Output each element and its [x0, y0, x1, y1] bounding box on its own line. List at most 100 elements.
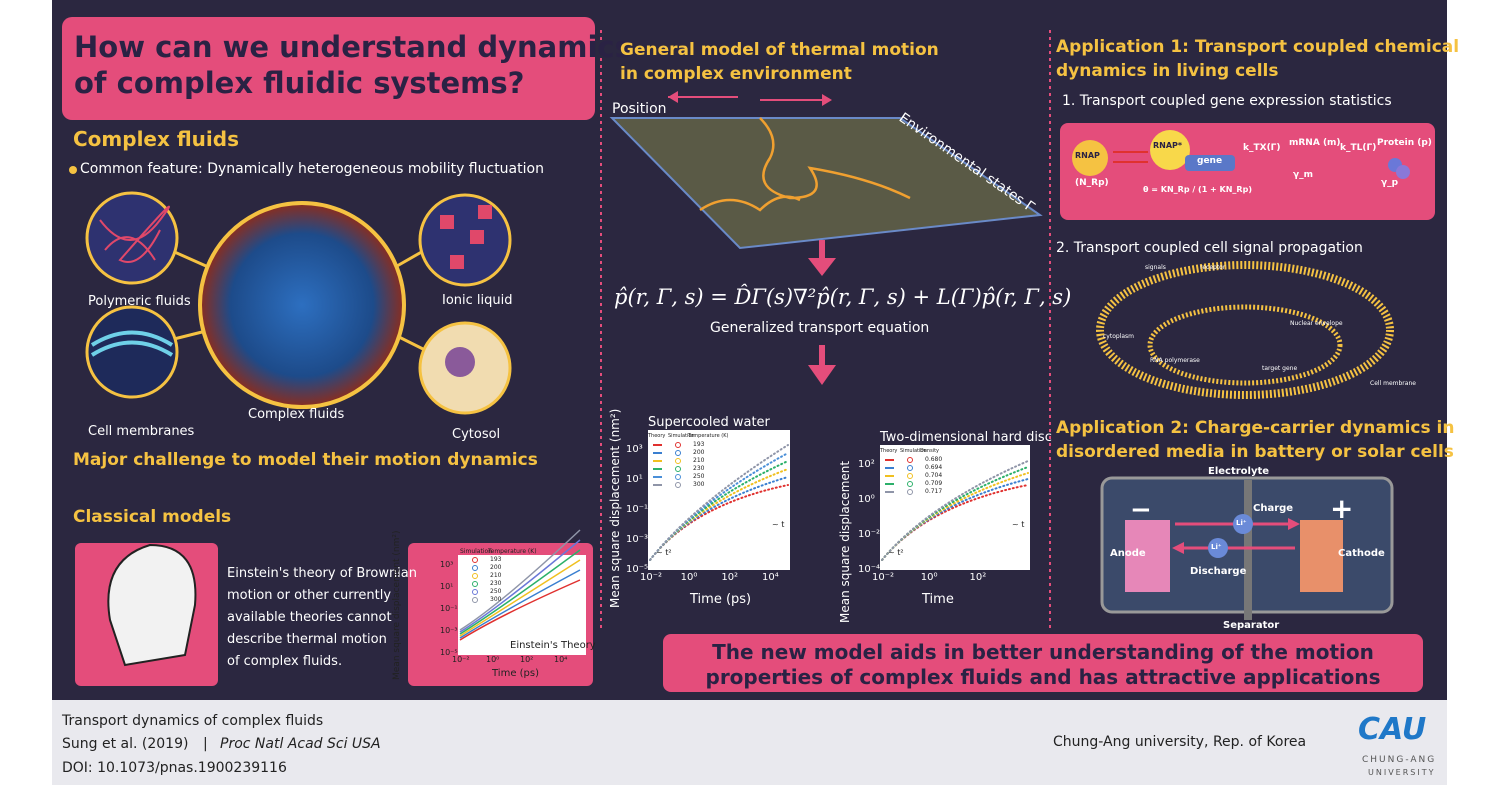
legend-header: Temperature (K)	[488, 548, 537, 555]
curve	[459, 529, 581, 631]
legend-label: 200	[490, 564, 502, 571]
legend-marker	[472, 589, 478, 595]
curve	[459, 549, 581, 635]
x-tick-label: 10⁻²	[452, 655, 470, 664]
legend-label: 200	[693, 449, 705, 456]
logo-text: CHUNG-ANG	[1362, 755, 1437, 765]
footer-text: Proc Natl Acad Sci USA	[220, 736, 381, 752]
plot-area	[880, 445, 1030, 570]
complex-fluid-image	[198, 201, 406, 409]
equation-label: Generalized transport equation	[710, 320, 930, 336]
battery-label: Charge	[1253, 503, 1294, 514]
curve	[881, 460, 1029, 561]
fluid-label: Polymeric fluids	[88, 294, 191, 309]
body-text: motion or other currently	[227, 588, 392, 603]
legend-marker	[907, 465, 913, 471]
y-tick-label: 10¹	[440, 582, 454, 591]
diagram-label: (N_Rp)	[1075, 178, 1109, 188]
cell-membrane	[1096, 261, 1394, 399]
legend-marker	[675, 466, 681, 472]
bullet	[69, 166, 77, 174]
legend-label: 250	[693, 473, 705, 480]
diagram-label: mRNA (m)	[1289, 138, 1341, 148]
x-tick-label: 10⁰	[680, 572, 698, 583]
battery-label: −	[1130, 495, 1152, 525]
cathode	[1300, 520, 1343, 592]
legend-marker	[675, 450, 681, 456]
legend-header: Simulation	[900, 448, 927, 454]
y-tick-label: 10⁰	[858, 494, 875, 505]
y-axis-label: Mean square displacement (nm²)	[392, 530, 402, 680]
legend-header: Theory	[880, 448, 898, 454]
title: How can we understand dynamics	[74, 30, 632, 64]
cell-label: cytoplasm	[1103, 333, 1134, 340]
x-tick-label: 10⁰	[486, 655, 500, 664]
logo: CAU	[1358, 712, 1427, 747]
cell-label: receptor	[1200, 264, 1226, 271]
legend-header: Temperature (K)	[688, 433, 729, 439]
section-heading: Classical models	[73, 507, 232, 527]
diagram-label: gene	[1197, 156, 1223, 166]
legend-label: 0.709	[925, 480, 943, 487]
cell-label: Cell membrane	[1370, 380, 1416, 387]
battery-label: Cathode	[1338, 548, 1385, 559]
plot-title: Two-dimensional hard disc	[880, 430, 1052, 445]
banner-text: properties of complex fluids and has att…	[705, 665, 1381, 689]
battery-label: Anode	[1110, 548, 1146, 559]
diagram-label: k_TL(Γ)	[1340, 143, 1377, 153]
footer-text: Sung et al. (2019)	[62, 736, 189, 752]
fluid-label: Ionic liquid	[442, 293, 513, 308]
legend-label: 250	[490, 588, 502, 595]
x-axis-label: Time	[922, 592, 954, 607]
battery-label: Li⁺	[1211, 543, 1222, 551]
y-axis-label: Mean square displacement	[838, 460, 852, 623]
battery-label: Li⁺	[1236, 519, 1247, 527]
curve	[649, 444, 789, 561]
equation: p̂(r, Γ, s) = D̂Γ(s)∇²p̂(r, Γ, s) + L(Γ)…	[614, 285, 1072, 309]
body-text: describe thermal motion	[227, 632, 387, 647]
section-heading: General model of thermal motion	[620, 40, 939, 60]
cell-label: RNA polymerase	[1150, 357, 1200, 364]
x-tick-label: 10⁻²	[872, 572, 895, 583]
legend-marker	[907, 489, 913, 495]
rnap	[1072, 140, 1108, 176]
legend-label: 0.680	[925, 456, 943, 463]
legend-label: 210	[693, 457, 705, 464]
footer	[52, 700, 1447, 785]
section-heading: Application 2: Charge-carrier dynamics i…	[1056, 418, 1455, 438]
body-text: available theories cannot	[227, 610, 392, 625]
section-heading: Major challenge to model their motion dy…	[73, 450, 538, 470]
curve	[459, 539, 581, 633]
legend-marker	[907, 481, 913, 487]
banner-box	[663, 634, 1423, 692]
battery-label: Discharge	[1190, 566, 1247, 577]
y-tick-label: 10⁻¹	[626, 504, 649, 515]
legend-label: 300	[490, 596, 502, 603]
y-tick-label: 10⁻²	[858, 529, 881, 540]
y-tick-label: 10¹	[626, 474, 643, 485]
y-tick-label: 10⁻³	[626, 534, 649, 545]
title: of complex fluidic systems?	[74, 66, 525, 100]
legend-marker	[472, 573, 478, 579]
plot-area	[648, 430, 790, 570]
x-axis-label: Time (ps)	[492, 668, 540, 679]
legend-label: 230	[693, 465, 705, 472]
motion-arrows	[668, 96, 830, 101]
legend-label: 0.704	[925, 472, 943, 479]
plot-title: Supercooled water	[648, 415, 770, 430]
x-tick-label: 10²	[721, 572, 739, 583]
legend-header: Density	[920, 448, 940, 454]
nuclear-envelope	[1147, 304, 1343, 386]
section-heading: Application 1: Transport coupled chemica…	[1056, 37, 1460, 57]
membrane-image	[85, 305, 179, 399]
annotation: ~ t	[772, 520, 785, 529]
section-heading: in complex environment	[620, 64, 852, 84]
y-axis-label: Mean square displacement (nm²)	[608, 408, 622, 608]
x-tick-label: 10²	[520, 655, 534, 664]
x-axis-label: Time (ps)	[690, 592, 752, 607]
footer-title: Transport dynamics of complex fluids	[62, 713, 324, 729]
diagram-label: θ = KN_Rp / (1 + KN_Rp)	[1143, 185, 1252, 194]
legend-header: Simulation	[668, 433, 695, 439]
